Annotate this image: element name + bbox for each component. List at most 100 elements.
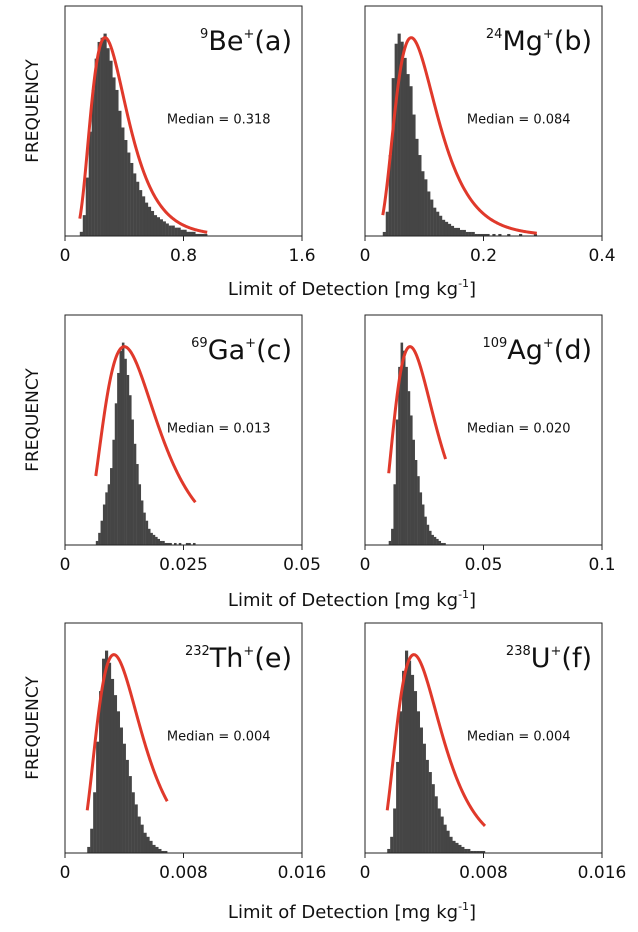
histogram-bar xyxy=(402,671,405,853)
histogram-bar xyxy=(386,212,389,236)
histogram-bar xyxy=(415,139,418,236)
histogram-bar xyxy=(141,500,144,545)
histogram-bar xyxy=(142,196,145,236)
histogram-bar xyxy=(169,226,172,236)
isotope-symbol: Th xyxy=(209,643,244,674)
histogram-bar xyxy=(460,230,463,236)
panel-letter: (a) xyxy=(254,26,292,57)
histogram-bar xyxy=(80,232,83,236)
histogram-bar xyxy=(189,232,192,236)
x-tick-label: 0.008 xyxy=(159,863,208,883)
x-tick-label: 0 xyxy=(60,246,71,266)
histogram-bar xyxy=(410,415,413,545)
histogram-bar xyxy=(469,232,472,236)
median-annotation: Median = 0.004 xyxy=(467,729,571,744)
histogram-bar xyxy=(108,484,111,545)
histogram-bar xyxy=(127,153,130,236)
histogram-bar xyxy=(175,228,178,236)
histogram-bar xyxy=(403,351,406,545)
histogram-bar xyxy=(391,529,394,545)
x-tick-label: 0 xyxy=(360,555,371,575)
histogram-bar xyxy=(132,792,135,853)
histogram-bar xyxy=(396,420,399,545)
histogram-bar xyxy=(426,760,429,853)
isotope-symbol: U xyxy=(531,643,551,674)
histogram-bar xyxy=(149,841,152,853)
x-axis-label: Limit of Detection [mg kg-1] xyxy=(228,277,476,300)
histogram-bar xyxy=(114,695,117,853)
isotope-label: 109Ag+(d) xyxy=(482,335,592,366)
histogram-bar xyxy=(436,212,439,236)
histogram-bar xyxy=(133,173,136,236)
histogram-bar xyxy=(464,849,467,853)
panel-d: 0 0.05 0.1109Ag+(d)Median = 0.020 xyxy=(360,315,616,575)
histogram-bar xyxy=(112,440,115,545)
histogram-bar xyxy=(138,817,141,853)
y-axis-label: FREQUENCY xyxy=(23,59,43,163)
isotope-label: 9Be+(a) xyxy=(200,26,292,57)
histogram-bar xyxy=(399,711,402,853)
median-annotation: Median = 0.020 xyxy=(467,421,571,436)
histogram-bar xyxy=(135,804,138,853)
histogram-bar xyxy=(429,772,432,853)
median-annotation: Median = 0.084 xyxy=(467,112,571,127)
histogram-bar xyxy=(452,841,455,853)
histogram-bar xyxy=(153,535,156,545)
histogram-bar xyxy=(430,200,433,236)
histogram-bar xyxy=(184,230,187,236)
histogram-bar xyxy=(445,222,448,236)
x-axis-label-main: Limit of Detection [mg kg xyxy=(228,902,458,923)
isotope-mass: 9 xyxy=(200,27,208,42)
x-tick-label: 0.008 xyxy=(459,863,508,883)
histogram-bar xyxy=(96,541,99,545)
isotope-label: 238U+(f) xyxy=(506,643,592,674)
histogram-bar xyxy=(93,792,96,853)
histogram-bar xyxy=(461,847,464,853)
histogram-bar xyxy=(414,691,417,853)
histogram-bar xyxy=(86,178,89,236)
histogram-bar xyxy=(393,484,396,545)
histogram-bar xyxy=(433,208,436,236)
panel-a: 0 0.8 1.6 9Be+(a) Median = 0.318 FREQUENCY xyxy=(23,6,316,266)
histogram-bar xyxy=(186,232,189,236)
histogram-bar xyxy=(118,111,121,236)
histogram-bar xyxy=(96,742,99,853)
histogram-bar xyxy=(181,230,184,236)
histogram-bar xyxy=(104,34,107,236)
histogram-bar xyxy=(424,517,427,545)
histogram-bar xyxy=(166,223,169,236)
histogram-bar xyxy=(404,58,407,236)
histogram-bar xyxy=(152,845,155,853)
panel-letter: (d) xyxy=(554,335,592,366)
histogram-bar xyxy=(131,420,134,545)
x-tick-label: 0.2 xyxy=(470,246,497,266)
histogram-bar xyxy=(420,492,423,545)
isotope-mass: 69 xyxy=(191,336,208,351)
histogram-bar xyxy=(148,529,151,545)
x-axis-label-close: ] xyxy=(469,902,476,923)
histogram-bar xyxy=(390,837,393,853)
histogram-bar xyxy=(157,217,160,236)
panel-c: 0 0.025 0.05 69Ga+(c) Median = 0.013 FREQUENC… xyxy=(23,315,321,575)
histogram-bar xyxy=(126,760,129,853)
histogram-bar xyxy=(472,232,475,236)
x-axis-label-main: Limit of Detection [mg kg xyxy=(228,590,458,611)
y-axis-label: FREQUENCY xyxy=(23,676,43,780)
histogram-bar xyxy=(120,728,123,853)
histogram-bar xyxy=(143,513,146,545)
histogram-bar xyxy=(98,42,101,236)
histogram-bar xyxy=(396,762,399,853)
histogram-bar xyxy=(427,191,430,236)
x-tick-label: 1.6 xyxy=(288,246,315,266)
panel-letter: (b) xyxy=(554,26,592,57)
x-tick-label: 0 xyxy=(60,863,71,883)
histogram-bar xyxy=(160,219,163,236)
isotope-charge: + xyxy=(243,27,254,42)
x-tick-label: 0.4 xyxy=(588,246,615,266)
isotope-mass: 24 xyxy=(486,27,503,42)
histogram-bar xyxy=(457,228,460,236)
histogram-bar xyxy=(103,505,106,545)
x-axis-label-exponent: -1 xyxy=(458,588,469,601)
y-axis-label: FREQUENCY xyxy=(23,368,43,472)
